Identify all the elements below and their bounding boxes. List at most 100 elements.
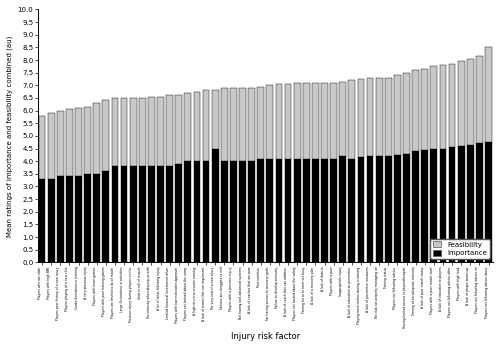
Bar xyxy=(176,95,182,164)
Bar xyxy=(258,159,264,262)
Bar xyxy=(148,97,155,166)
Bar xyxy=(212,90,218,149)
Bar xyxy=(276,159,282,262)
Bar xyxy=(239,161,246,262)
Bar xyxy=(412,70,419,151)
Legend: Feasibility, Importance: Feasibility, Importance xyxy=(430,239,490,259)
Bar xyxy=(422,150,428,262)
Bar xyxy=(239,88,246,161)
Y-axis label: Mean ratings of importance and feasibility combined (au): Mean ratings of importance and feasibili… xyxy=(7,35,14,237)
Bar xyxy=(221,88,228,161)
Bar xyxy=(412,151,419,262)
Bar xyxy=(48,113,54,179)
Bar xyxy=(458,61,464,146)
Bar xyxy=(312,83,319,159)
Bar xyxy=(166,95,173,166)
Bar xyxy=(148,166,155,262)
Bar xyxy=(303,83,310,159)
Bar xyxy=(358,157,364,262)
Bar xyxy=(403,153,410,262)
Bar xyxy=(303,159,310,262)
Bar xyxy=(202,90,209,161)
Bar xyxy=(102,101,110,171)
Bar xyxy=(440,149,446,262)
Bar xyxy=(157,166,164,262)
Bar xyxy=(212,149,218,262)
Bar xyxy=(376,156,382,262)
Bar xyxy=(184,161,192,262)
Bar xyxy=(485,142,492,262)
Bar xyxy=(84,107,91,174)
Bar xyxy=(330,83,337,159)
Bar xyxy=(248,88,255,161)
Bar xyxy=(139,166,145,262)
Bar xyxy=(38,116,46,179)
X-axis label: Injury risk factor: Injury risk factor xyxy=(230,332,300,341)
Bar xyxy=(376,78,382,156)
Bar xyxy=(102,171,110,262)
Bar xyxy=(221,161,228,262)
Bar xyxy=(348,80,356,159)
Bar xyxy=(184,93,192,161)
Bar xyxy=(202,161,209,262)
Bar xyxy=(57,176,64,262)
Bar xyxy=(230,88,237,161)
Bar xyxy=(340,156,346,262)
Bar xyxy=(358,79,364,157)
Bar xyxy=(403,73,410,153)
Bar xyxy=(467,59,473,145)
Bar xyxy=(467,145,473,262)
Bar xyxy=(321,159,328,262)
Bar xyxy=(120,98,128,166)
Bar xyxy=(394,75,401,155)
Bar xyxy=(120,166,128,262)
Bar xyxy=(166,166,173,262)
Bar xyxy=(430,149,438,262)
Bar xyxy=(112,166,118,262)
Bar xyxy=(485,47,492,142)
Bar xyxy=(312,159,319,262)
Bar xyxy=(130,166,136,262)
Bar xyxy=(476,56,483,143)
Bar xyxy=(284,159,292,262)
Bar xyxy=(266,85,274,159)
Bar xyxy=(476,143,483,262)
Bar xyxy=(394,155,401,262)
Bar xyxy=(130,98,136,166)
Bar xyxy=(321,83,328,159)
Bar xyxy=(340,81,346,156)
Bar xyxy=(430,66,438,149)
Bar xyxy=(448,64,456,147)
Bar xyxy=(66,109,73,176)
Bar xyxy=(266,159,274,262)
Bar xyxy=(48,179,54,262)
Bar xyxy=(366,156,374,262)
Bar xyxy=(248,161,255,262)
Bar xyxy=(84,174,91,262)
Bar xyxy=(284,84,292,159)
Bar xyxy=(139,98,145,166)
Bar xyxy=(440,65,446,149)
Bar xyxy=(176,164,182,262)
Bar xyxy=(294,83,300,159)
Bar xyxy=(385,78,392,156)
Bar xyxy=(194,92,200,161)
Bar xyxy=(112,98,118,166)
Bar xyxy=(75,108,82,176)
Bar xyxy=(348,159,356,262)
Bar xyxy=(94,103,100,174)
Bar xyxy=(94,174,100,262)
Bar xyxy=(258,87,264,159)
Bar xyxy=(330,159,337,262)
Bar xyxy=(366,78,374,156)
Bar xyxy=(448,147,456,262)
Bar xyxy=(385,156,392,262)
Bar xyxy=(276,84,282,159)
Bar xyxy=(458,146,464,262)
Bar xyxy=(57,111,64,176)
Bar xyxy=(38,179,46,262)
Bar xyxy=(66,176,73,262)
Bar xyxy=(230,161,237,262)
Bar xyxy=(294,159,300,262)
Bar xyxy=(157,97,164,166)
